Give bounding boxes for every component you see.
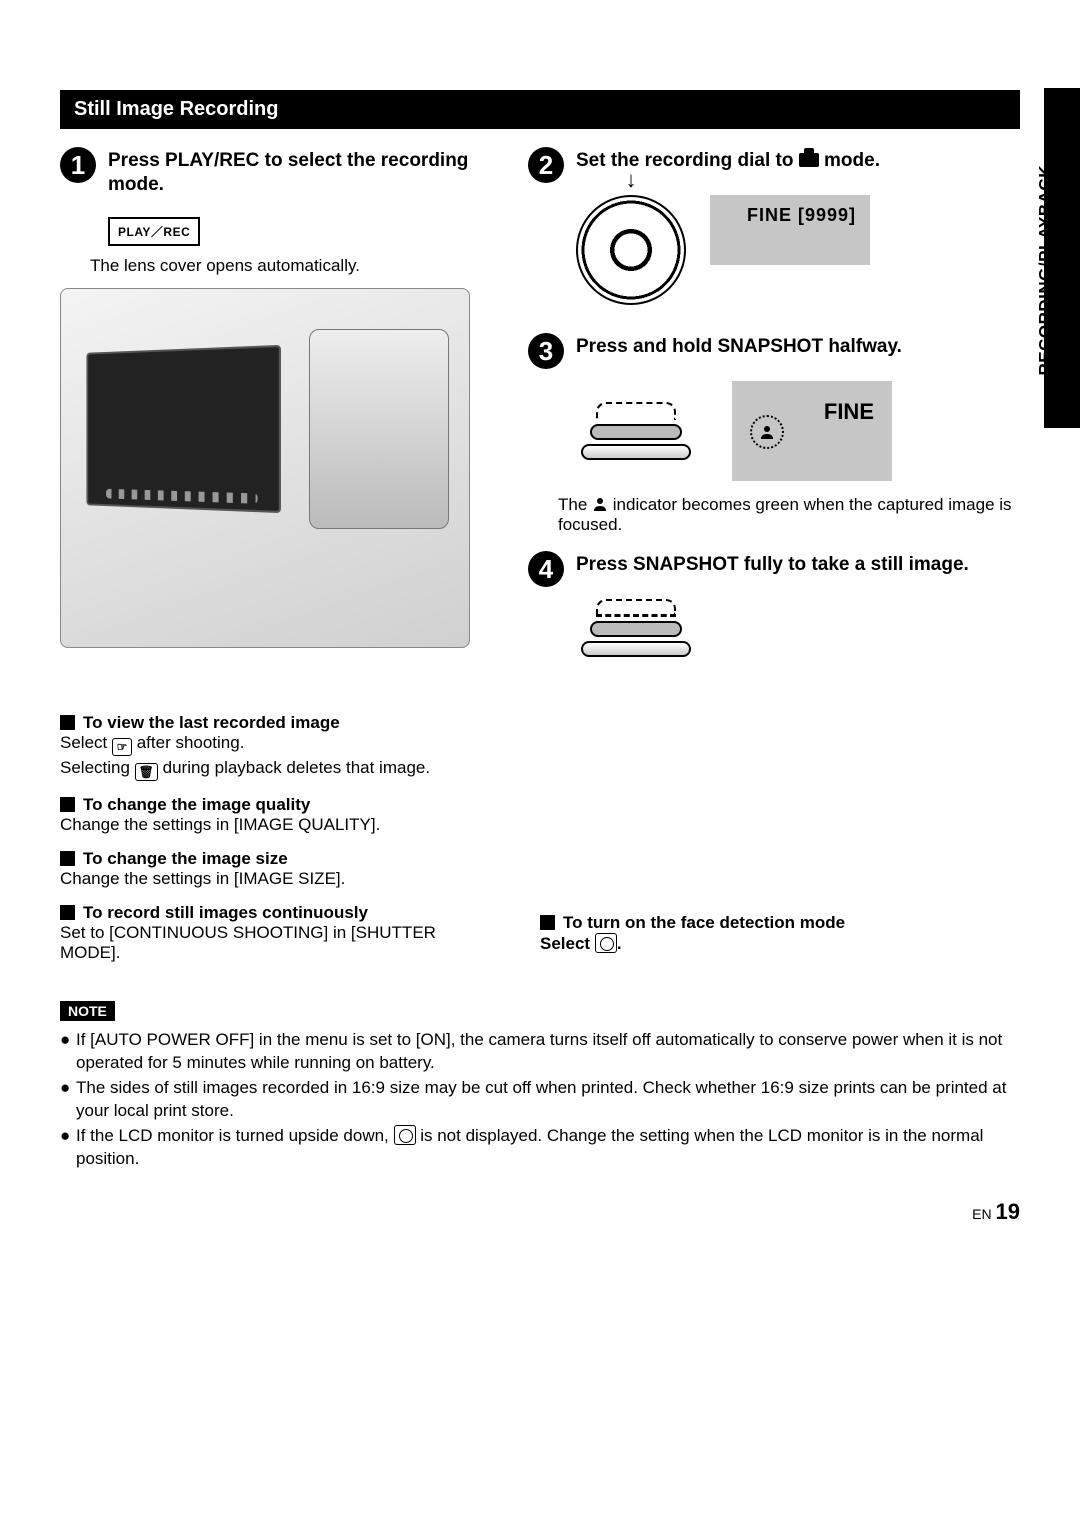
page-footer: EN 19 [60,1199,1020,1225]
tip-image-quality: To change the image quality Change the s… [60,795,500,835]
snapshot-full-press-illustration [576,599,696,657]
step-3-indicator-note: The indicator becomes green when the cap… [558,495,1020,535]
tip-view-last: To view the last recorded image Select ☞… [60,713,500,781]
bullet-icon [540,915,555,930]
lcd-preview-1: FINE [9999] [710,195,870,265]
camera-illustration [60,288,470,648]
note-label: NOTE [60,1001,115,1021]
tip-face-detection: To turn on the face detection mode Selec… [540,913,1020,954]
dial-arrow-icon: ↓ [626,167,637,193]
step-3-title: Press and hold SNAPSHOT halfway. [576,333,902,359]
step-4-number: 4 [528,551,564,587]
bullet-icon [60,905,75,920]
snapshot-half-press-illustration [576,402,696,460]
step-3: 3 Press and hold SNAPSHOT halfway. [528,333,1020,369]
face-detection-icon [394,1125,416,1145]
bullet-icon [60,715,75,730]
section-header: Still Image Recording [60,90,1020,129]
step-1-note: The lens cover opens automatically. [90,256,500,276]
step-4-title: Press SNAPSHOT fully to take a still ima… [576,551,969,577]
tip-continuous: To record still images continuously Set … [60,903,500,963]
note-item: ●The sides of still images recorded in 1… [60,1077,1020,1123]
step-1-title: Press PLAY/REC to select the recording m… [108,147,500,197]
play-rec-button-graphic: PLAY／REC [108,217,200,246]
note-item: ●If the LCD monitor is turned upside dow… [60,1125,1020,1171]
step-2-number: 2 [528,147,564,183]
note-item: ●If [AUTO POWER OFF] in the menu is set … [60,1029,1020,1075]
note-section: NOTE ●If [AUTO POWER OFF] in the menu is… [60,1001,1020,1171]
step-2: 2 Set the recording dial to mode. [528,147,1020,183]
tip-image-size: To change the image size Change the sett… [60,849,500,889]
person-indicator-icon [592,496,608,512]
face-detection-icon [595,933,617,953]
step-1: 1 Press PLAY/REC to select the recording… [60,147,500,197]
delete-icon: 🗑 [135,763,158,781]
bullet-icon [60,851,75,866]
mode-dial-illustration: ↓ [576,195,686,305]
quick-review-icon: ☞ [112,738,132,756]
side-section-label: RECORDING/PLAYBACK [1036,165,1056,376]
step-1-number: 1 [60,147,96,183]
step-3-number: 3 [528,333,564,369]
lcd-preview-2: FINE [732,381,892,481]
step-2-title: Set the recording dial to mode. [576,147,880,173]
bullet-icon [60,797,75,812]
camera-mode-icon [799,153,819,167]
step-4: 4 Press SNAPSHOT fully to take a still i… [528,551,1020,587]
focus-indicator-icon [750,415,784,449]
